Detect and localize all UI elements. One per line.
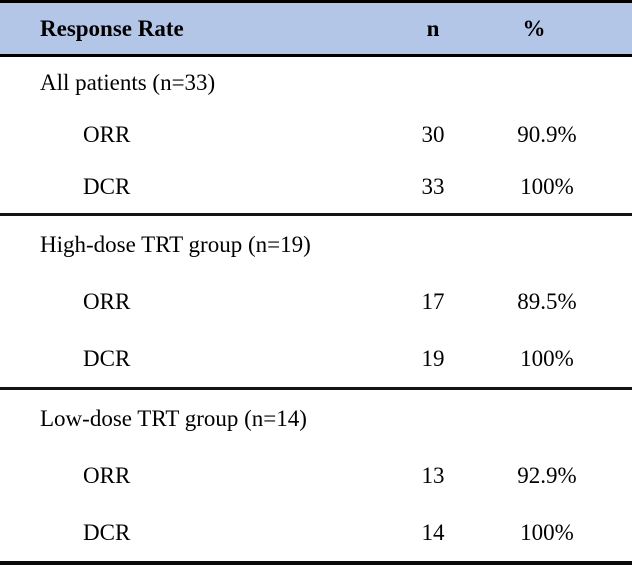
group-label-row: All patients (n=33) xyxy=(0,57,632,109)
header-response-rate: Response Rate xyxy=(40,15,184,41)
header-percent: % xyxy=(522,15,546,41)
table-row-orr: ORR 13 92.9% xyxy=(0,447,632,504)
row-pct-value: 89.5% xyxy=(517,288,577,314)
table-row-dcr: DCR 19 100% xyxy=(0,330,632,387)
group-label: Low-dose TRT group (n=14) xyxy=(40,405,307,431)
row-name: ORR xyxy=(83,462,131,488)
group-label: High-dose TRT group (n=19) xyxy=(40,231,311,257)
section-all-patients: All patients (n=33) ORR 30 90.9% DCR 33 … xyxy=(0,57,632,216)
row-n-value: 33 xyxy=(421,174,445,199)
row-n-value: 14 xyxy=(421,519,445,545)
row-pct-value: 92.9% xyxy=(517,462,577,488)
row-name: DCR xyxy=(83,174,131,199)
row-n-value: 30 xyxy=(421,122,445,147)
row-pct-value: 90.9% xyxy=(517,122,577,147)
table-row-dcr: DCR 14 100% xyxy=(0,504,632,561)
group-label: All patients (n=33) xyxy=(40,70,216,95)
section-low-dose: Low-dose TRT group (n=14) ORR 13 92.9% D… xyxy=(0,390,632,565)
row-pct-value: 100% xyxy=(520,345,574,371)
row-name: ORR xyxy=(83,288,131,314)
table-header-row: Response Rate n % xyxy=(0,3,632,57)
row-n-value: 19 xyxy=(421,345,445,371)
row-name: ORR xyxy=(83,122,131,147)
table-row-orr: ORR 30 90.9% xyxy=(0,109,632,161)
table-row-orr: ORR 17 89.5% xyxy=(0,273,632,330)
group-label-row: Low-dose TRT group (n=14) xyxy=(0,390,632,447)
row-pct-value: 100% xyxy=(520,519,574,545)
row-name: DCR xyxy=(83,519,131,545)
table-row-dcr: DCR 33 100% xyxy=(0,161,632,213)
header-n: n xyxy=(426,15,440,41)
group-label-row: High-dose TRT group (n=19) xyxy=(0,216,632,273)
row-name: DCR xyxy=(83,345,131,371)
section-high-dose: High-dose TRT group (n=19) ORR 17 89.5% … xyxy=(0,216,632,390)
row-n-value: 13 xyxy=(421,462,445,488)
row-n-value: 17 xyxy=(421,288,445,314)
row-pct-value: 100% xyxy=(520,174,574,199)
